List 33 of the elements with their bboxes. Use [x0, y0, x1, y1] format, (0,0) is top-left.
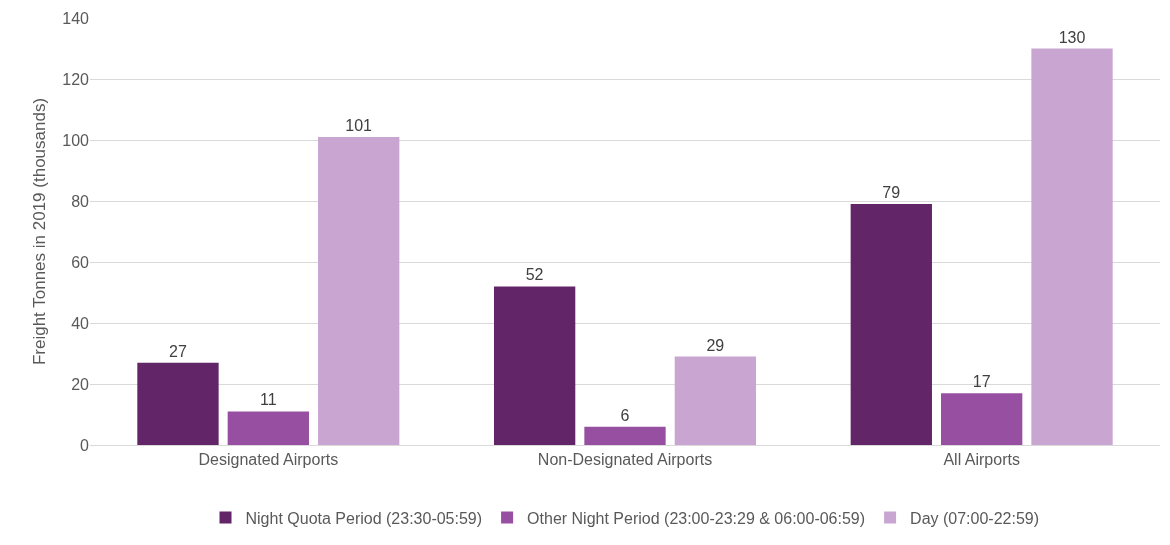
y-tick-label: 140 [62, 9, 90, 27]
data-label: 27 [169, 342, 187, 360]
y-axis-title: Freight Tonnes in 2019 (thousands) [29, 97, 49, 366]
y-tick-label: 60 [71, 253, 90, 271]
data-label: 52 [525, 266, 544, 284]
bar [493, 286, 576, 445]
data-label: 130 [1058, 28, 1086, 46]
y-tick-label: 0 [80, 436, 90, 454]
bar [674, 356, 757, 445]
legend-label: Other Night Period (23:00-23:29 & 06:00-06:59) [527, 509, 866, 527]
x-tick-label: Non-Designated Airports [537, 451, 713, 469]
legend-label: Day (07:00-22:59) [910, 509, 1040, 527]
bar [318, 136, 400, 445]
y-tick-label: 100 [62, 131, 90, 149]
y-tick-label: 40 [71, 314, 90, 332]
data-label: 101 [345, 116, 373, 134]
bar [1031, 48, 1113, 445]
x-tick-label: Designated Airports [198, 451, 339, 469]
y-tick-label: 120 [62, 70, 90, 88]
legend-label: Night Quota Period (23:30-05:59) [245, 509, 483, 527]
y-tick-label: 80 [71, 192, 90, 210]
bar [227, 411, 309, 445]
x-tick-label: All Airports [943, 451, 1020, 469]
y-tick-label: 20 [71, 375, 90, 393]
data-label: 17 [972, 373, 991, 391]
data-label: 79 [882, 184, 901, 202]
bar [941, 393, 1023, 445]
data-label: 29 [706, 336, 725, 354]
data-label: 11 [259, 391, 277, 409]
bar [850, 204, 932, 445]
data-label: 6 [620, 406, 630, 424]
bar [584, 426, 666, 445]
bar [137, 362, 219, 445]
